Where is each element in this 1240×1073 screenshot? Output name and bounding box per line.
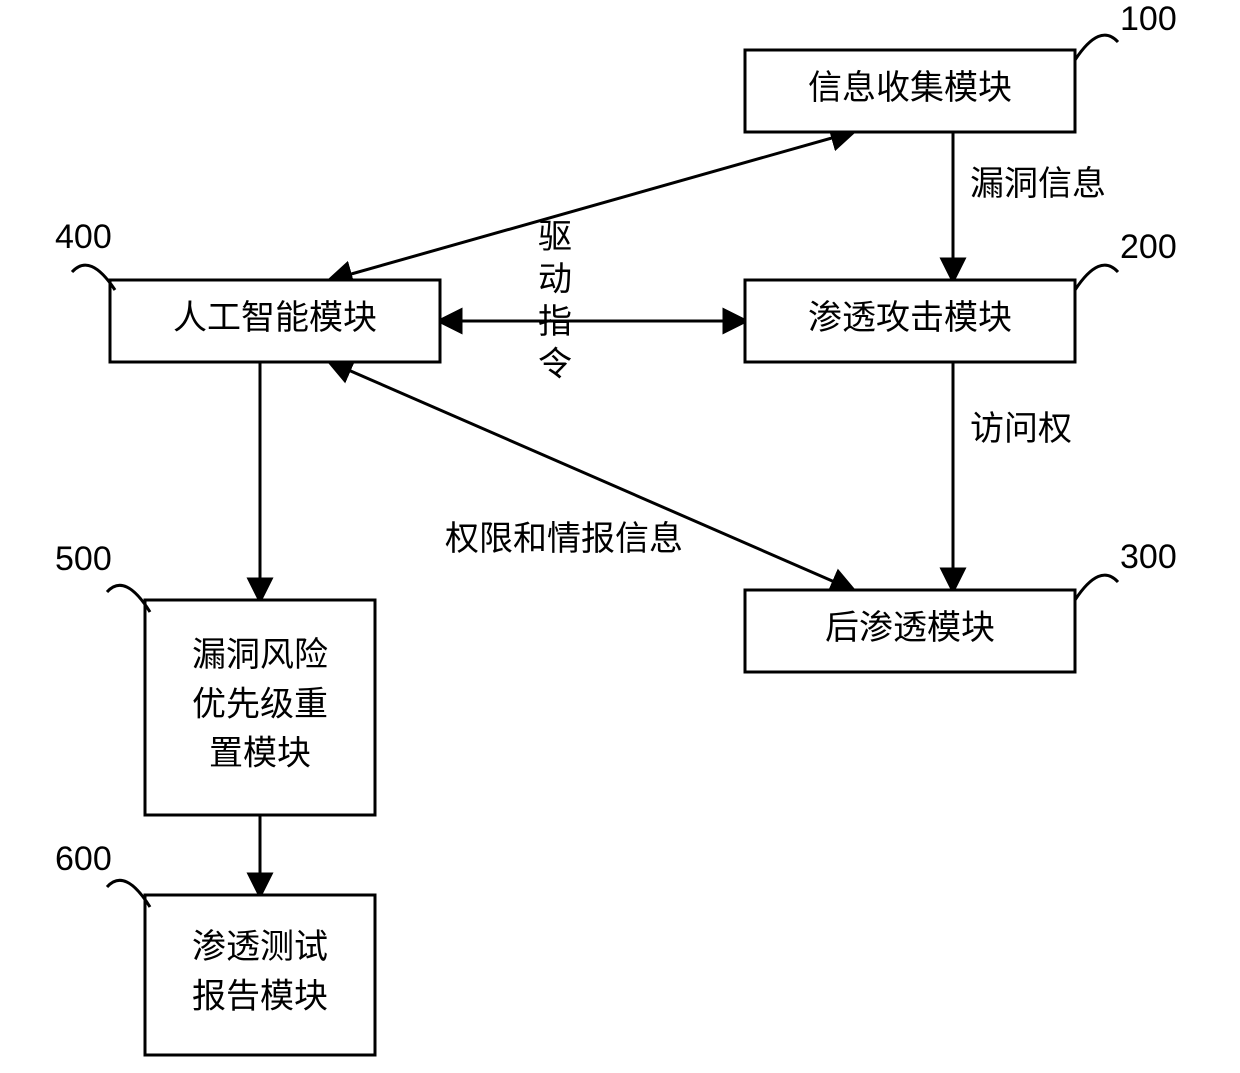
node-label: 渗透攻击模块 <box>808 299 1012 337</box>
node-label: 置模块 <box>209 735 311 773</box>
node-label: 后渗透模块 <box>825 609 995 647</box>
node-ref-number: 600 <box>55 840 112 878</box>
node-n200: 渗透攻击模块 <box>745 280 1075 362</box>
node-label: 优先级重 <box>192 685 328 723</box>
edge-e400-100 <box>330 132 853 280</box>
node-label: 人工智能模块 <box>173 299 377 337</box>
ref-leader <box>1075 265 1118 290</box>
node-ref-number: 100 <box>1120 0 1177 38</box>
node-ref-number: 300 <box>1120 538 1177 576</box>
node-label: 报告模块 <box>192 977 328 1015</box>
node-n600: 渗透测试报告模块 <box>145 895 375 1055</box>
edge-label-char: 驱 <box>538 219 572 256</box>
edge-label: 权限和情报信息 <box>445 520 683 558</box>
flowchart-canvas: 信息收集模块渗透攻击模块后渗透模块 人工智能模块漏洞风险优先级重置模块渗透测试报告… <box>0 0 1240 1073</box>
edge-label: 访问权 <box>970 410 1072 448</box>
ref-leader <box>1075 575 1118 600</box>
node-n100: 信息收集模块 <box>745 50 1075 132</box>
node-label: 渗透测试 <box>192 928 328 966</box>
node-ref-number: 400 <box>55 218 112 256</box>
node-n500: 漏洞风险优先级重置模块 <box>145 600 375 815</box>
node-n300: 后渗透模块 <box>745 590 1075 672</box>
edge-label-char: 指 <box>538 303 572 341</box>
node-ref-number: 500 <box>55 540 112 578</box>
edge-label-char: 动 <box>538 262 572 299</box>
edge-label-char: 令 <box>538 346 572 384</box>
node-ref-number: 200 <box>1120 228 1177 266</box>
node-label: 信息收集模块 <box>808 69 1012 107</box>
node-label: 漏洞风险 <box>192 636 328 674</box>
node-n400: 人工智能模块 <box>110 280 440 362</box>
edge-label: 漏洞信息 <box>970 165 1106 203</box>
ref-leader <box>1075 35 1118 60</box>
